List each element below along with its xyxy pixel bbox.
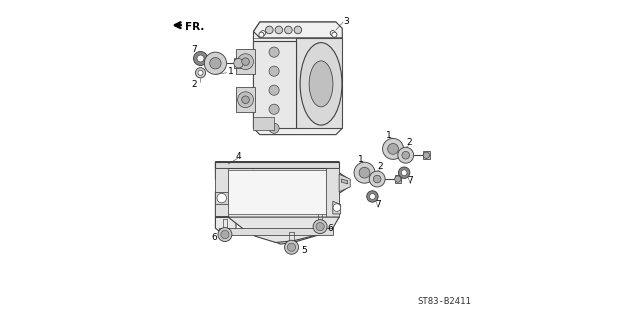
Polygon shape [234,59,241,68]
Text: 2: 2 [406,138,412,147]
Text: 2: 2 [191,80,197,89]
Text: 7: 7 [408,176,413,185]
Text: ST83-B2411: ST83-B2411 [417,297,471,306]
Circle shape [367,191,378,202]
Circle shape [221,230,229,239]
Circle shape [259,32,264,37]
Text: 1: 1 [386,131,392,140]
Ellipse shape [309,61,333,107]
Circle shape [401,170,407,176]
Circle shape [388,143,398,154]
Text: 6: 6 [327,224,333,233]
Polygon shape [254,22,342,135]
Circle shape [217,193,227,203]
Polygon shape [254,117,274,130]
Circle shape [333,204,341,212]
Circle shape [196,68,206,78]
Circle shape [269,85,279,95]
Polygon shape [339,174,350,192]
Circle shape [194,52,208,66]
Polygon shape [215,162,339,168]
Circle shape [266,26,273,34]
Polygon shape [296,38,342,128]
Circle shape [275,26,283,34]
Polygon shape [215,217,339,243]
Circle shape [241,96,249,104]
Circle shape [285,26,292,34]
Text: 5: 5 [301,246,307,255]
Polygon shape [423,151,429,159]
Polygon shape [254,41,296,128]
Circle shape [198,70,203,75]
Text: FR.: FR. [185,22,204,32]
Circle shape [204,52,227,74]
Polygon shape [215,168,228,217]
Text: 1: 1 [228,67,234,76]
Text: 7: 7 [191,45,197,54]
Circle shape [354,162,375,183]
Text: 2: 2 [378,162,383,171]
Circle shape [313,220,327,234]
Circle shape [238,92,254,108]
Circle shape [241,58,249,66]
Circle shape [234,59,243,68]
Circle shape [423,152,429,158]
Circle shape [332,32,337,37]
Text: 1: 1 [357,155,363,164]
Circle shape [287,243,296,252]
Circle shape [398,167,410,178]
Text: 4: 4 [236,152,241,161]
Circle shape [210,58,221,69]
Polygon shape [341,179,348,184]
Circle shape [383,139,403,159]
Text: 3: 3 [343,17,349,26]
Circle shape [330,31,335,36]
Circle shape [369,194,375,199]
Circle shape [218,228,232,242]
Circle shape [316,222,324,231]
Polygon shape [254,22,342,38]
Polygon shape [326,168,339,217]
Text: 6: 6 [211,233,217,242]
Circle shape [294,26,302,34]
Polygon shape [218,228,333,235]
Polygon shape [395,175,401,183]
Polygon shape [236,49,255,74]
Circle shape [238,54,254,69]
Circle shape [397,147,413,163]
Circle shape [269,123,279,133]
Circle shape [402,151,410,159]
Circle shape [197,55,204,62]
Circle shape [369,171,385,187]
Circle shape [269,47,279,57]
Polygon shape [215,162,348,244]
Ellipse shape [300,43,342,125]
Circle shape [395,176,401,182]
Polygon shape [215,192,228,204]
Circle shape [373,175,381,183]
Polygon shape [236,87,255,112]
Circle shape [269,66,279,76]
Circle shape [359,167,370,178]
Circle shape [261,31,266,36]
Circle shape [285,240,299,254]
Polygon shape [228,170,326,214]
Circle shape [269,104,279,114]
Text: 7: 7 [375,200,381,209]
Polygon shape [333,201,341,214]
